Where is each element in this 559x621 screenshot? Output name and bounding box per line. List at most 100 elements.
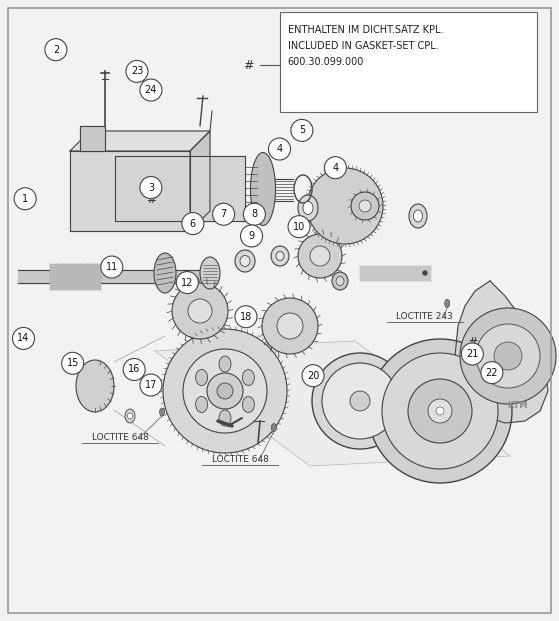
Circle shape xyxy=(12,327,35,350)
Text: 20: 20 xyxy=(307,371,319,381)
Circle shape xyxy=(163,329,287,453)
Polygon shape xyxy=(115,156,245,221)
Text: ENTHALTEN IM DICHT.SATZ KPL.: ENTHALTEN IM DICHT.SATZ KPL. xyxy=(287,25,443,35)
Ellipse shape xyxy=(243,369,254,386)
Circle shape xyxy=(45,39,67,61)
Circle shape xyxy=(476,324,540,388)
Circle shape xyxy=(123,358,145,381)
Circle shape xyxy=(423,271,427,275)
Circle shape xyxy=(101,256,123,278)
Text: 24: 24 xyxy=(145,85,157,95)
Circle shape xyxy=(183,349,267,433)
Circle shape xyxy=(268,138,291,160)
Circle shape xyxy=(235,306,257,328)
Circle shape xyxy=(310,246,330,266)
Circle shape xyxy=(262,298,318,354)
Text: 4: 4 xyxy=(277,144,282,154)
Ellipse shape xyxy=(196,396,207,412)
Ellipse shape xyxy=(298,195,318,221)
Text: 14: 14 xyxy=(17,333,30,343)
Circle shape xyxy=(481,361,503,384)
Text: LOCTITE 648: LOCTITE 648 xyxy=(92,433,149,442)
Circle shape xyxy=(212,203,235,225)
Ellipse shape xyxy=(240,255,250,266)
Circle shape xyxy=(359,200,371,212)
Circle shape xyxy=(324,156,347,179)
Text: 2: 2 xyxy=(53,45,59,55)
Bar xyxy=(280,12,537,112)
Text: 1: 1 xyxy=(22,194,28,204)
Ellipse shape xyxy=(196,369,207,386)
Ellipse shape xyxy=(243,396,254,412)
Circle shape xyxy=(140,79,162,101)
Ellipse shape xyxy=(332,272,348,290)
Circle shape xyxy=(494,342,522,370)
Ellipse shape xyxy=(271,246,289,266)
Circle shape xyxy=(188,299,212,323)
Circle shape xyxy=(172,283,228,339)
Circle shape xyxy=(240,225,263,247)
Circle shape xyxy=(291,119,313,142)
Polygon shape xyxy=(190,131,210,231)
Text: #: # xyxy=(243,59,254,71)
Text: 8: 8 xyxy=(252,209,257,219)
Text: 10: 10 xyxy=(293,222,305,232)
Text: 11: 11 xyxy=(106,262,118,272)
Circle shape xyxy=(368,339,512,483)
Text: 16: 16 xyxy=(128,365,140,374)
Circle shape xyxy=(61,352,84,374)
Circle shape xyxy=(428,399,452,423)
Text: 12: 12 xyxy=(181,278,193,288)
Polygon shape xyxy=(70,131,210,151)
Ellipse shape xyxy=(336,276,344,286)
Ellipse shape xyxy=(272,424,276,432)
Text: 22: 22 xyxy=(486,368,498,378)
Ellipse shape xyxy=(219,410,231,426)
Polygon shape xyxy=(455,281,548,423)
Text: LOCTITE 243: LOCTITE 243 xyxy=(396,312,453,321)
Circle shape xyxy=(277,313,303,339)
Text: #: # xyxy=(467,337,477,349)
Circle shape xyxy=(298,234,342,278)
Circle shape xyxy=(140,374,162,396)
Text: 9: 9 xyxy=(249,231,254,241)
Circle shape xyxy=(207,373,243,409)
Text: 15: 15 xyxy=(67,358,79,368)
Ellipse shape xyxy=(414,210,423,222)
Text: 23: 23 xyxy=(131,66,143,76)
Circle shape xyxy=(14,188,36,210)
Ellipse shape xyxy=(312,353,408,449)
Ellipse shape xyxy=(76,360,114,412)
Text: 21: 21 xyxy=(466,349,479,359)
Polygon shape xyxy=(70,151,190,231)
Text: 4: 4 xyxy=(333,163,338,173)
Ellipse shape xyxy=(125,409,135,423)
Text: 7: 7 xyxy=(220,209,227,219)
Text: LOCTITE 648: LOCTITE 648 xyxy=(212,455,269,464)
Circle shape xyxy=(182,212,204,235)
Text: 600.30.099.000: 600.30.099.000 xyxy=(287,57,364,68)
Circle shape xyxy=(436,407,444,415)
Text: 18: 18 xyxy=(240,312,252,322)
Circle shape xyxy=(460,308,556,404)
Circle shape xyxy=(140,176,162,199)
Ellipse shape xyxy=(409,204,427,228)
Circle shape xyxy=(302,365,324,387)
Text: #: # xyxy=(146,194,156,206)
Ellipse shape xyxy=(127,413,132,419)
Ellipse shape xyxy=(154,253,176,293)
Polygon shape xyxy=(155,341,510,466)
Ellipse shape xyxy=(445,299,449,307)
Circle shape xyxy=(408,379,472,443)
Circle shape xyxy=(351,192,379,220)
Ellipse shape xyxy=(235,250,255,272)
Ellipse shape xyxy=(303,201,313,214)
Text: 6: 6 xyxy=(190,219,196,229)
Ellipse shape xyxy=(160,408,164,416)
Ellipse shape xyxy=(276,252,284,260)
Polygon shape xyxy=(80,126,105,151)
Ellipse shape xyxy=(350,391,370,411)
Text: 17: 17 xyxy=(145,380,157,390)
Circle shape xyxy=(307,168,383,244)
Ellipse shape xyxy=(322,363,398,439)
